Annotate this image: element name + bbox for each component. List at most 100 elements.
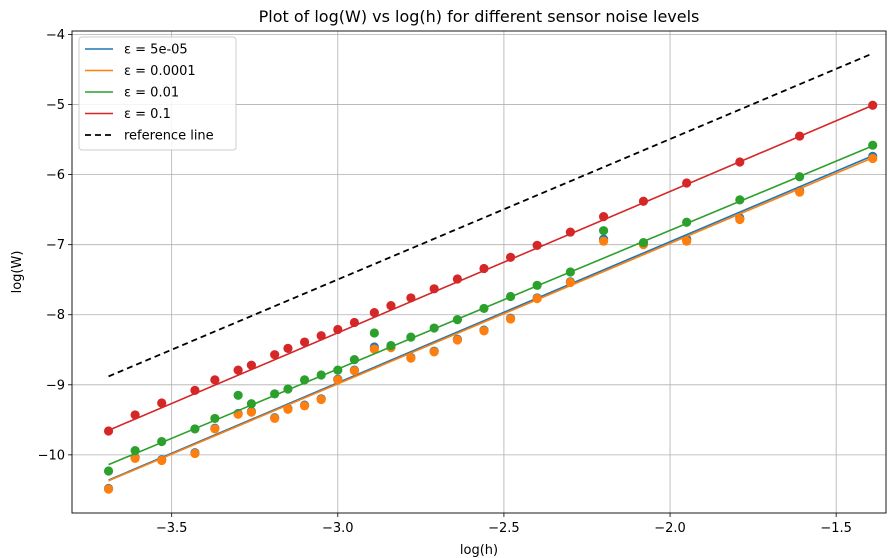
legend-label: reference line (124, 129, 214, 144)
data-point (406, 353, 416, 363)
x-tick-label: −3.0 (322, 521, 354, 536)
data-point (157, 398, 167, 408)
data-point (406, 293, 416, 303)
data-point (479, 263, 489, 274)
y-axis-title: log(W) (10, 251, 25, 294)
data-point (157, 436, 167, 447)
data-point (369, 308, 379, 318)
data-point (299, 375, 310, 385)
data-point (233, 365, 243, 375)
data-point (598, 212, 609, 222)
data-point (333, 365, 343, 375)
data-point (505, 291, 516, 302)
data-point (479, 303, 489, 314)
data-point (682, 178, 692, 188)
data-point (210, 375, 220, 385)
data-point (682, 236, 692, 246)
y-tick-label: −9 (46, 378, 65, 393)
data-point (386, 340, 396, 351)
data-point (386, 301, 396, 311)
data-point (795, 172, 805, 182)
data-point (233, 390, 243, 400)
legend: ε = 5e-05 ε = 0.0001 ε = 0.01 ε = 0.1 refere… (78, 36, 237, 151)
data-point (130, 453, 140, 463)
data-point (479, 326, 489, 336)
data-point (190, 385, 200, 395)
data-point (130, 410, 140, 420)
data-point (532, 280, 542, 290)
data-point (190, 448, 200, 459)
data-point (210, 424, 220, 434)
y-tick-label: −5 (46, 98, 65, 113)
data-point (598, 236, 609, 246)
y-tick-label: −8 (46, 308, 65, 323)
data-point (283, 343, 293, 353)
data-point (316, 370, 326, 380)
data-point (532, 294, 542, 304)
data-point (795, 187, 805, 197)
plot-frame (71, 30, 887, 514)
data-point (565, 277, 575, 288)
data-point (316, 331, 326, 341)
data-point (299, 337, 310, 347)
chart-title: Plot of log(W) vs log(h) for different s… (259, 7, 700, 26)
y-tick-label: −6 (46, 168, 65, 183)
data-point (349, 366, 360, 376)
reference-line (108, 52, 874, 378)
data-point (283, 404, 293, 414)
data-point (452, 335, 463, 345)
series-2 (103, 140, 878, 476)
series-layer (103, 52, 878, 494)
fit-line (108, 154, 874, 481)
data-point (505, 314, 516, 324)
legend-label: ε = 0.01 (124, 86, 179, 101)
data-point (735, 195, 745, 205)
data-point (505, 252, 516, 262)
data-point (103, 426, 114, 436)
data-point (452, 315, 463, 325)
data-point (429, 323, 439, 333)
data-point (270, 389, 280, 399)
data-point (682, 217, 692, 227)
data-point (349, 354, 360, 365)
data-point (638, 237, 649, 248)
data-point (349, 317, 360, 328)
y-tick-label: −7 (46, 238, 65, 253)
data-point (429, 347, 439, 357)
data-point (369, 344, 379, 354)
data-point (565, 267, 575, 277)
x-tick-label: −2.5 (488, 521, 520, 536)
data-point (316, 394, 326, 405)
legend-label: ε = 5e-05 (124, 43, 188, 58)
legend-label: ε = 0.1 (124, 107, 171, 122)
data-point (103, 484, 114, 494)
data-point (598, 226, 609, 236)
data-point (246, 399, 257, 409)
data-point (130, 446, 140, 456)
legend-label: ε = 0.0001 (124, 64, 196, 79)
series-3 (103, 100, 878, 436)
data-point (735, 214, 745, 225)
fit-line (108, 145, 874, 466)
data-point (103, 466, 114, 476)
data-point (638, 196, 649, 206)
data-point (299, 401, 310, 411)
data-point (868, 153, 878, 164)
data-point (735, 157, 745, 167)
x-tick-label: −1.5 (820, 521, 852, 536)
data-point (246, 360, 257, 370)
grid (72, 31, 886, 513)
x-tick-label: −3.5 (156, 521, 188, 536)
axes: −3.5 −3.0 −2.5 −2.0 −1.5 −10 −9 −8 −7 −6 −5 −4 (38, 28, 852, 536)
data-point (369, 328, 379, 338)
data-point (270, 350, 280, 360)
data-point (565, 227, 575, 237)
data-point (868, 140, 878, 150)
x-axis-title: log(h) (460, 543, 498, 558)
data-point (210, 413, 220, 424)
data-point (795, 131, 805, 141)
data-point (333, 324, 343, 335)
data-point (406, 332, 416, 342)
legend-box (78, 36, 237, 151)
